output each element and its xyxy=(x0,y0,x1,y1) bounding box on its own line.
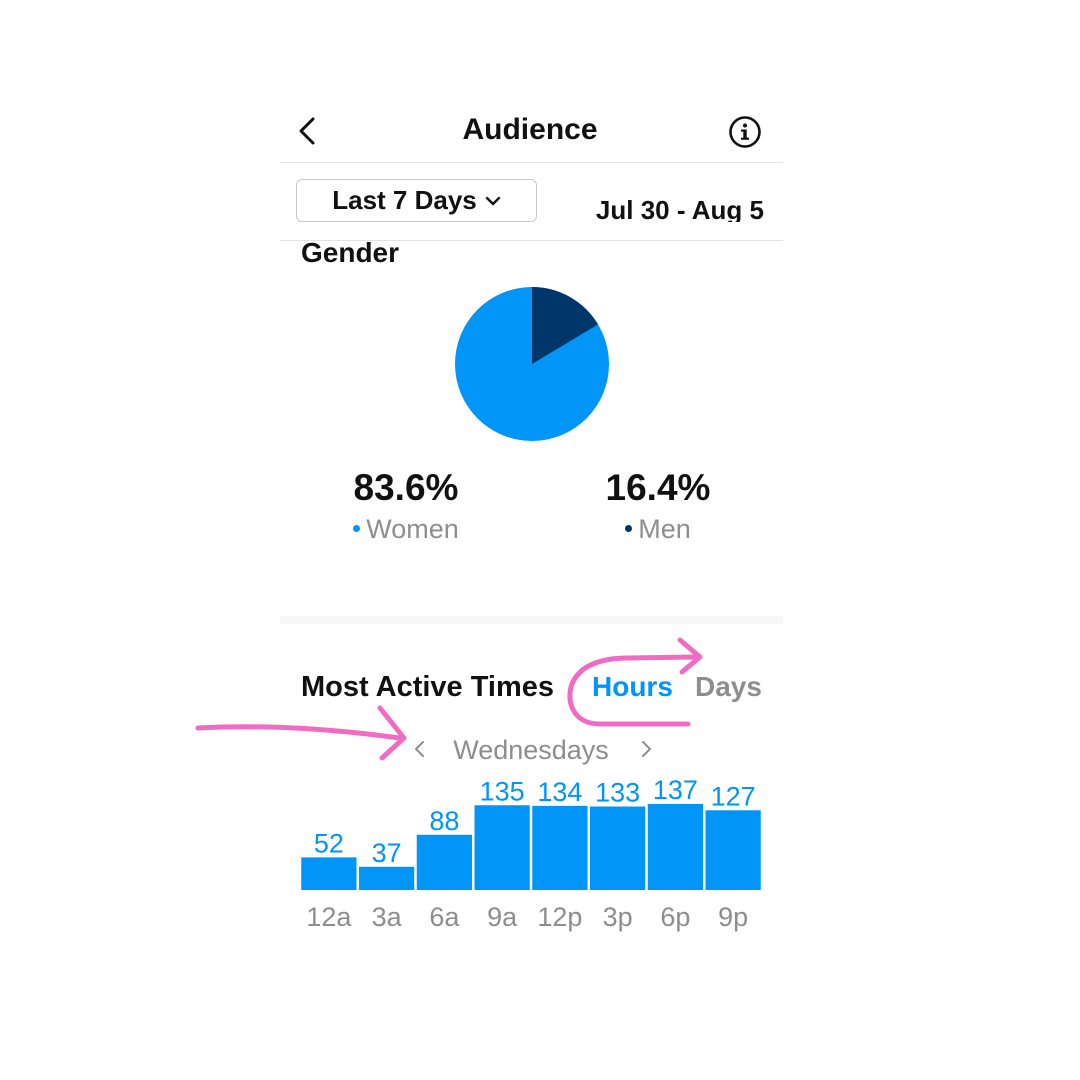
men-legend-label: Men xyxy=(638,514,691,544)
day-label: Wednesdays xyxy=(453,735,609,765)
pink-arrow-left-annotation xyxy=(195,724,403,741)
women-legend: Women xyxy=(311,513,501,545)
bar-9p xyxy=(705,810,761,890)
pie-slice-men xyxy=(532,287,599,364)
date-range-dropdown[interactable]: Last 7 Days xyxy=(296,179,537,222)
x-axis-tick-label: 12p xyxy=(537,902,582,932)
previous-day-chevron-icon[interactable] xyxy=(410,733,430,767)
tab-days[interactable]: Days xyxy=(695,671,762,702)
page-title: Audience xyxy=(462,113,598,146)
men-legend-dot xyxy=(625,525,633,533)
bar-value-label: 135 xyxy=(480,776,525,806)
women-percentage: 83.6% xyxy=(353,467,459,508)
next-day-chevron-icon[interactable] xyxy=(636,733,656,767)
tab-hours[interactable]: Hours xyxy=(592,671,673,702)
info-icon[interactable] xyxy=(728,115,762,149)
filter-divider xyxy=(280,240,783,241)
day-navigator: Wednesdays xyxy=(410,733,660,767)
chevron-down-icon xyxy=(485,196,500,205)
x-axis-tick-label: 6p xyxy=(660,902,690,932)
gender-pie-chart xyxy=(455,287,609,441)
men-legend: Men xyxy=(563,513,753,545)
date-range-text: Jul 30 - Aug 5 xyxy=(595,195,764,222)
bar-value-label: 137 xyxy=(653,775,698,805)
bar-value-label: 52 xyxy=(314,828,344,858)
pink-arrowhead-right-annotation xyxy=(677,637,703,675)
back-chevron-icon[interactable] xyxy=(292,114,324,148)
x-axis-tick-label: 6a xyxy=(429,902,460,932)
bar-value-label: 133 xyxy=(595,778,640,808)
bar-value-label: 88 xyxy=(429,806,459,836)
women-legend-label: Women xyxy=(366,514,459,544)
gender-section-title: Gender xyxy=(301,237,400,268)
men-percentage: 16.4% xyxy=(605,467,711,508)
bar-3a xyxy=(359,866,415,890)
section-separator xyxy=(280,616,783,624)
women-legend-dot xyxy=(353,525,361,533)
bar-12a xyxy=(301,857,357,890)
bar-value-label: 37 xyxy=(372,838,402,868)
x-axis-tick-label: 12a xyxy=(306,902,352,932)
bar-6a xyxy=(416,834,472,890)
x-axis-tick-label: 9p xyxy=(718,902,748,932)
bar-value-label: 134 xyxy=(537,777,582,807)
x-axis-tick-label: 3a xyxy=(372,902,403,932)
x-axis-tick-label: 9a xyxy=(487,902,518,932)
header-divider xyxy=(280,162,783,163)
pink-arrowhead-left-annotation xyxy=(377,705,407,761)
most-active-times-title: Most Active Times xyxy=(301,671,555,703)
bar-value-label: 127 xyxy=(711,781,756,811)
bar-3p xyxy=(590,806,646,890)
date-range-dropdown-label: Last 7 Days xyxy=(332,185,477,215)
bar-9a xyxy=(474,805,530,890)
active-times-bar-chart: 52 12a 37 3a 88 6a 135 9a 134 12p 133 3p 137 6p 127 9p xyxy=(301,775,761,932)
x-axis-tick-label: 3p xyxy=(603,902,633,932)
bar-12p xyxy=(532,805,588,890)
bar-6p xyxy=(647,804,703,890)
